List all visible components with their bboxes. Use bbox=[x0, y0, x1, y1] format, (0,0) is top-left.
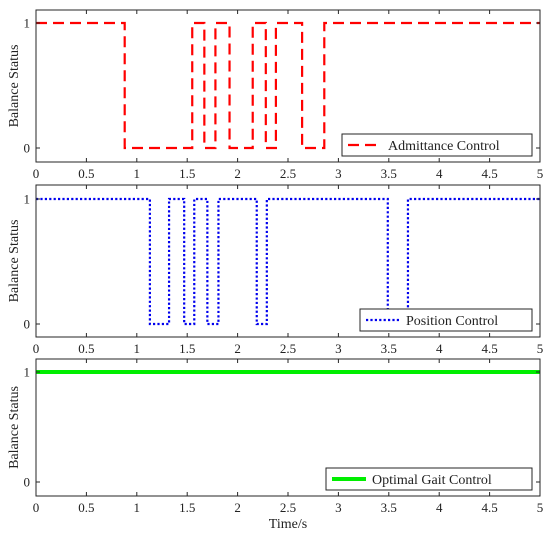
y-tick-label: 0 bbox=[24, 317, 31, 332]
y-tick-label: 0 bbox=[24, 141, 31, 156]
series-line-1 bbox=[36, 21, 540, 150]
legend-label: Optimal Gait Control bbox=[372, 473, 492, 488]
x-tick-label: 3.5 bbox=[381, 500, 397, 515]
series-line-1 bbox=[36, 197, 540, 326]
legend: Position Control bbox=[359, 308, 533, 332]
x-tick-label: 3 bbox=[335, 341, 342, 356]
x-tick-label: 3.5 bbox=[381, 166, 397, 181]
x-tick-label: 4.5 bbox=[481, 341, 497, 356]
legend: Admittance Control bbox=[341, 133, 533, 157]
y-axis-label: Balance Status bbox=[7, 45, 22, 128]
x-tick-label: 2.5 bbox=[280, 341, 296, 356]
legend-box bbox=[359, 308, 533, 332]
x-tick-label: 1.5 bbox=[179, 341, 195, 356]
x-tick-label: 1.5 bbox=[179, 166, 195, 181]
x-tick-label: 2.5 bbox=[280, 500, 296, 515]
x-tick-label: 4 bbox=[436, 500, 443, 515]
x-axis-label: Time/s bbox=[269, 517, 307, 532]
y-axis-label: Balance Status bbox=[7, 386, 22, 469]
x-tick-label: 4 bbox=[436, 341, 443, 356]
legend-box bbox=[325, 467, 533, 491]
x-tick-label: 5 bbox=[537, 500, 544, 515]
x-tick-label: 2 bbox=[234, 500, 241, 515]
x-tick-label: 2 bbox=[234, 166, 241, 181]
x-tick-label: 0.5 bbox=[78, 166, 94, 181]
y-tick-label: 1 bbox=[24, 365, 31, 380]
x-tick-label: 5 bbox=[537, 166, 544, 181]
x-tick-label: 3.5 bbox=[381, 341, 397, 356]
x-tick-label: 5 bbox=[537, 341, 544, 356]
x-tick-label: 3 bbox=[335, 500, 342, 515]
x-tick-label: 4.5 bbox=[481, 166, 497, 181]
x-tick-label: 0.5 bbox=[78, 500, 94, 515]
legend-label: Position Control bbox=[406, 314, 498, 329]
y-axis-label: Balance Status bbox=[7, 220, 22, 303]
x-tick-label: 0 bbox=[33, 500, 40, 515]
x-tick-label: 0.5 bbox=[78, 341, 94, 356]
legend-label: Admittance Control bbox=[388, 139, 500, 154]
x-tick-label: 3 bbox=[335, 166, 342, 181]
y-tick-label: 0 bbox=[24, 475, 31, 490]
y-tick-label: 1 bbox=[24, 16, 31, 31]
x-tick-label: 1 bbox=[134, 166, 141, 181]
legend: Optimal Gait Control bbox=[325, 467, 533, 491]
legend-box bbox=[341, 133, 533, 157]
x-tick-label: 0 bbox=[33, 166, 40, 181]
x-tick-label: 2.5 bbox=[280, 166, 296, 181]
x-tick-label: 4.5 bbox=[481, 500, 497, 515]
x-tick-label: 2 bbox=[234, 341, 241, 356]
x-tick-label: 1.5 bbox=[179, 500, 195, 515]
x-tick-label: 0 bbox=[33, 341, 40, 356]
x-tick-label: 1 bbox=[134, 500, 141, 515]
y-tick-label: 1 bbox=[24, 192, 31, 207]
x-tick-label: 1 bbox=[134, 341, 141, 356]
x-tick-label: 4 bbox=[436, 166, 443, 181]
